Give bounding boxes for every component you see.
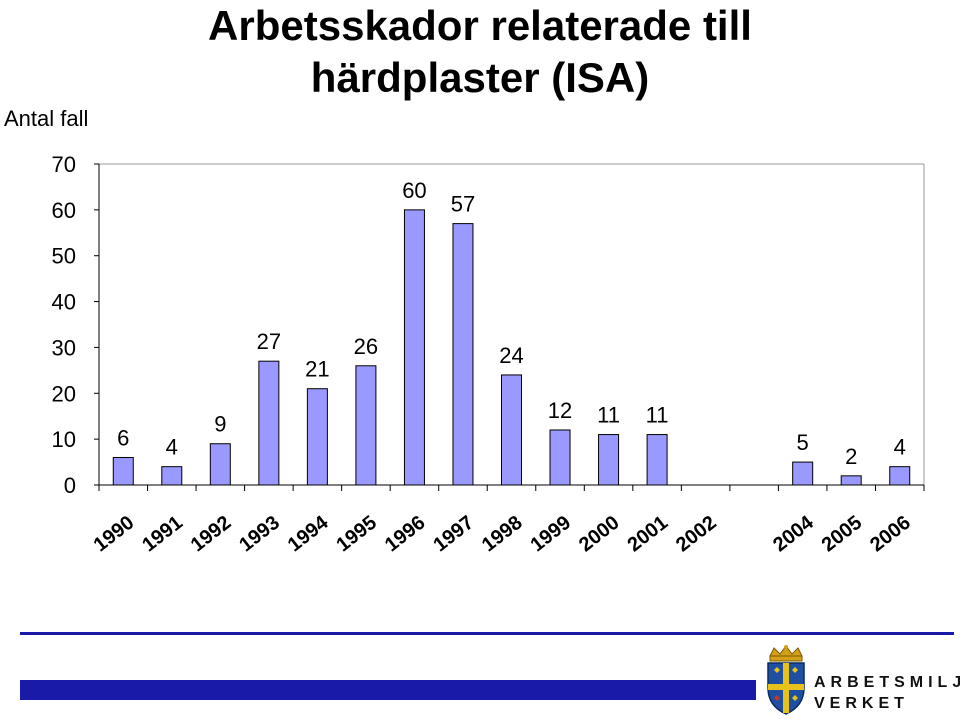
- bar-chart: 0 10 20 30 40 50 60 70 6 1990 4 1991 9 1992 27 1993 21 19…: [52, 152, 925, 557]
- x-tick-label: 1999: [526, 512, 575, 557]
- data-label: 2: [845, 444, 857, 469]
- y-tick-label: 30: [52, 335, 76, 360]
- x-tick-label: 1991: [138, 512, 187, 557]
- x-tick-label: 1992: [187, 512, 236, 557]
- x-tick-label: 1995: [332, 512, 381, 557]
- data-label: 21: [305, 357, 329, 382]
- chart-title: Arbetsskador relaterade till härdplaster…: [150, 0, 810, 104]
- bar: [549, 429, 571, 486]
- crown-shield-logo: [767, 645, 805, 715]
- data-label: 6: [117, 425, 129, 450]
- y-axis-label: Antal fall: [4, 106, 89, 131]
- data-label: 12: [548, 398, 572, 423]
- x-tick-label: 1990: [90, 512, 139, 557]
- bar: [355, 365, 377, 486]
- x-tick-label: 2004: [769, 511, 818, 556]
- footer-rule: [20, 632, 954, 635]
- chart-title-line-1: Arbetsskador relaterade till: [208, 2, 752, 49]
- x-tick-label: 1998: [478, 512, 527, 557]
- x-tick-label: 1993: [235, 512, 284, 557]
- x-tick-label: 2001: [624, 512, 673, 557]
- bar: [161, 466, 183, 486]
- y-tick-label: 40: [52, 290, 76, 315]
- bar: [889, 466, 911, 486]
- x-tick-label: 1996: [381, 512, 430, 557]
- data-label: 5: [797, 430, 809, 455]
- x-tick-label: 2000: [575, 512, 624, 557]
- x-tick-label: 1997: [429, 512, 478, 557]
- y-tick-label: 20: [52, 381, 76, 406]
- data-label: 4: [894, 435, 906, 460]
- data-label: 9: [214, 412, 226, 437]
- bar: [258, 360, 280, 486]
- y-tick-label: 50: [52, 244, 76, 269]
- y-tick-label: 70: [52, 152, 76, 177]
- data-label: 57: [451, 192, 475, 217]
- brand-name: ARBETSMILJÖ VERKET: [814, 672, 960, 714]
- bar: [501, 374, 522, 486]
- data-label: 11: [646, 403, 669, 428]
- brand-line-2: VERKET: [814, 695, 909, 712]
- x-tick-label: 2002: [672, 512, 721, 557]
- data-label: 27: [257, 329, 281, 354]
- bar: [403, 209, 425, 486]
- data-label: 11: [597, 403, 620, 428]
- x-tick-label: 2005: [818, 512, 867, 557]
- brand-line-1: ARBETSMILJÖ: [814, 674, 960, 691]
- data-label: 24: [499, 343, 523, 368]
- y-tick-label: 0: [64, 473, 76, 498]
- bar: [598, 434, 620, 486]
- bar: [112, 456, 134, 486]
- x-tick-label: 1994: [284, 511, 333, 556]
- bar: [209, 443, 231, 486]
- bar: [646, 434, 668, 486]
- bar: [452, 223, 474, 486]
- data-label: 26: [354, 334, 378, 359]
- bar: [792, 461, 814, 486]
- footer-band: [20, 680, 756, 700]
- x-tick-label: 2006: [866, 512, 915, 557]
- y-tick-label: 10: [52, 427, 76, 452]
- data-label: 60: [402, 178, 426, 203]
- chart-title-line-2: härdplaster (ISA): [310, 54, 650, 101]
- y-tick-label: 60: [52, 198, 76, 223]
- data-label: 4: [166, 435, 178, 460]
- bar: [306, 388, 328, 486]
- bar: [840, 475, 862, 486]
